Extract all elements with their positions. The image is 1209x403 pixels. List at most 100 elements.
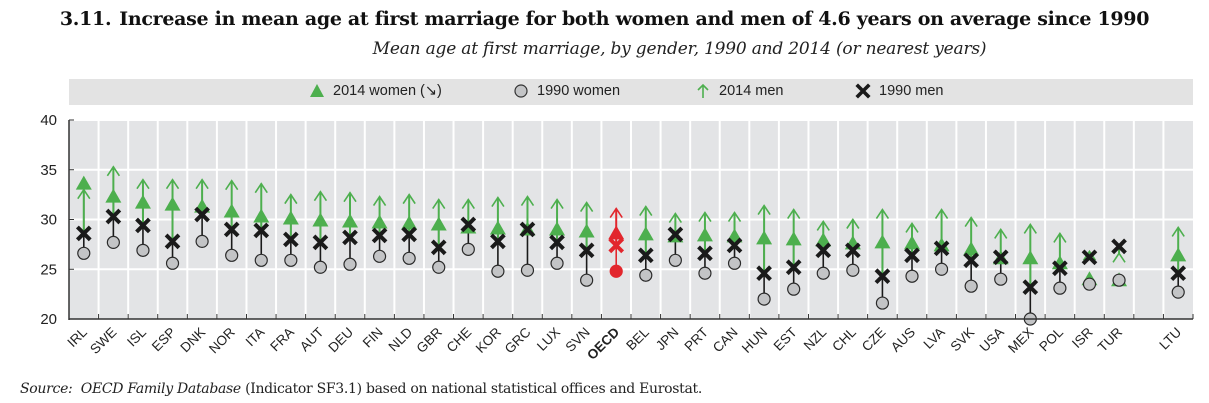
men-2014-arrowhead: [846, 218, 860, 229]
category-group-est: [785, 208, 802, 296]
x-tick-label: FIN: [360, 325, 386, 351]
category-group-hun: [756, 204, 773, 306]
legend-label: 2014 women (↘): [333, 83, 442, 99]
men-1990-marker: [283, 231, 299, 248]
women-1990-marker: [1171, 285, 1185, 299]
women-1990-marker: [934, 262, 949, 276]
men-1990-marker: [194, 206, 210, 223]
women-2014-marker: [371, 214, 388, 229]
men-1990-marker: [519, 221, 536, 238]
men-1990-marker: [253, 222, 270, 239]
men-1990-marker: [1081, 249, 1098, 266]
men-2014-arrowhead: [1023, 223, 1037, 234]
women-2014-marker: [637, 226, 654, 241]
x-tick-label: LTU: [1156, 325, 1184, 353]
category-group-mex: [1022, 223, 1039, 326]
women-1990-marker: [225, 248, 239, 262]
women-1990-marker: [698, 266, 712, 280]
y-tick-label: 25: [40, 261, 57, 278]
cross-icon: [855, 83, 871, 99]
x-tick-label: SVK: [948, 325, 978, 355]
category-group-tur: [1111, 238, 1128, 287]
men-1990-marker: [815, 242, 832, 259]
x-tick-label: KOR: [473, 324, 504, 355]
men-1990-marker: [667, 226, 684, 243]
x-tick-label: FRA: [267, 325, 297, 355]
category-group-nld: [401, 193, 418, 265]
men-2014-arrowhead: [1053, 231, 1067, 243]
men-2014-arrowhead: [875, 208, 890, 219]
women-1990-marker: [727, 256, 742, 270]
x-tick-label: LVA: [920, 325, 947, 352]
women-1990-marker: [1053, 281, 1067, 295]
chart-title: 3.11. Increase in mean age at first marri…: [0, 8, 1209, 30]
category-group-gbr: [430, 198, 447, 274]
y-tick-label: 30: [40, 212, 57, 229]
women-2014-marker: [164, 196, 181, 211]
men-1990-marker: [608, 237, 625, 254]
source-note: Source: OECD Family Database (Indicator …: [20, 381, 702, 397]
x-tick-label: SWE: [87, 325, 119, 357]
men-2014-arrowhead: [698, 211, 712, 222]
women-1990-marker: [550, 256, 564, 270]
category-group-lux: [549, 198, 566, 270]
men-2014-arrowhead: [727, 211, 742, 222]
women-2014-marker: [282, 210, 299, 225]
x-tick-label: NZL: [801, 324, 830, 353]
men-1990-marker: [1052, 260, 1068, 277]
men-2014-arrowhead: [372, 195, 387, 207]
x-tick-label: CHL: [829, 324, 859, 354]
men-2014-arrowhead: [1112, 251, 1126, 263]
x-tick-label: CHE: [444, 325, 475, 356]
men-1990-marker: [785, 259, 802, 276]
category-group-aus: [904, 222, 920, 283]
y-tick-label: 20: [40, 311, 57, 328]
category-group-isl: [134, 178, 151, 257]
men-1990-marker: [371, 227, 388, 244]
men-2014-arrowhead: [136, 178, 150, 190]
category-group-nzl: [815, 220, 832, 280]
x-tick-label: AUT: [297, 325, 327, 355]
men-2014-arrowhead: [491, 196, 505, 208]
women-2014-marker: [430, 216, 447, 231]
x-tick-label: CAN: [710, 325, 741, 356]
source-rest: (Indicator SF3.1) based on national stat…: [245, 381, 703, 397]
x-tick-label: DNK: [177, 325, 208, 356]
x-tick-label: EST: [771, 325, 800, 354]
x-tick-label: JPN: [653, 325, 682, 354]
men-1990-marker: [1170, 265, 1187, 282]
category-group-cze: [874, 208, 891, 310]
legend-label: 1990 men: [879, 83, 944, 99]
men-2014-arrowhead: [964, 216, 978, 227]
men-1990-marker: [75, 225, 92, 242]
women-1990-marker: [106, 235, 120, 249]
women-2014-marker: [963, 241, 980, 256]
men-2014-arrowhead: [343, 191, 357, 203]
women-2014-marker: [696, 227, 713, 242]
title-text: Increase in mean age at first marriage f…: [119, 8, 1150, 30]
x-tick-label: TUR: [1095, 324, 1125, 354]
category-group-fin: [371, 195, 388, 263]
men-2014-arrowhead: [787, 208, 801, 219]
women-2014-marker: [874, 234, 891, 249]
men-1990-marker: [549, 234, 565, 251]
men-1990-marker: [1111, 238, 1127, 255]
men-1990-marker: [1022, 279, 1039, 295]
x-tick-label: NLD: [386, 324, 416, 354]
legend-label: 1990 women: [537, 83, 621, 99]
women-1990-marker: [846, 263, 860, 277]
men-1990-marker: [637, 247, 654, 264]
men-1990-marker: [963, 252, 979, 269]
triangle-up-icon: [310, 84, 324, 97]
men-1990-marker: [164, 233, 181, 250]
women-1990-marker: [372, 249, 387, 263]
women-2014-marker: [785, 231, 802, 246]
category-group-dnk: [194, 178, 211, 248]
women-1990-marker: [77, 246, 91, 260]
men-2014-arrowhead: [668, 212, 683, 223]
men-1990-marker: [904, 247, 920, 264]
men-1990-marker: [992, 249, 1009, 266]
men-2014-arrowhead: [609, 207, 623, 218]
men-2014-arrowhead: [934, 208, 949, 219]
